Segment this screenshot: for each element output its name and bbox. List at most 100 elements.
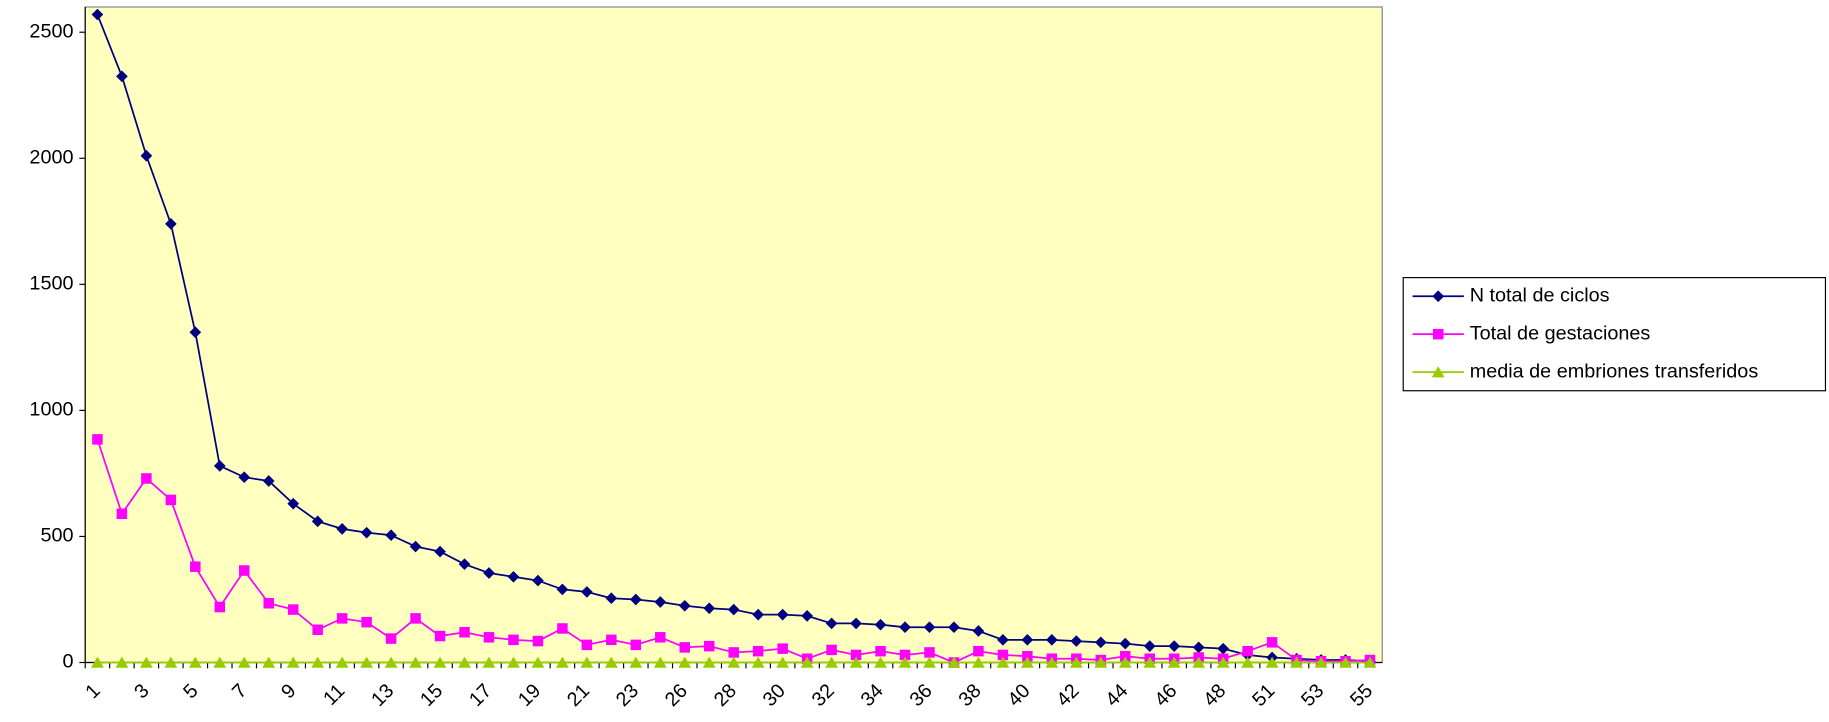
marker <box>1290 656 1303 668</box>
marker <box>531 656 545 668</box>
marker <box>433 656 447 668</box>
marker <box>924 647 935 658</box>
marker <box>1120 650 1131 662</box>
y-tick-label: 500 <box>40 525 73 547</box>
marker <box>1192 656 1206 668</box>
x-tick-label: 32 <box>808 680 839 711</box>
marker <box>605 592 618 605</box>
x-tick-label: 40 <box>1003 680 1034 711</box>
marker <box>360 656 374 668</box>
marker <box>679 642 691 653</box>
x-tick-label: 3 <box>130 680 153 703</box>
x-tick-label: 53 <box>1297 680 1328 711</box>
marker <box>777 643 788 654</box>
marker <box>702 656 716 668</box>
marker <box>752 645 764 657</box>
marker <box>678 656 692 668</box>
legend <box>1402 277 1827 392</box>
marker <box>213 656 227 668</box>
marker <box>801 610 813 622</box>
x-tick-label: 51 <box>1248 680 1279 711</box>
marker <box>947 656 961 668</box>
x-tick-label: 5 <box>179 680 202 703</box>
y-tick-label: 2000 <box>29 147 73 169</box>
marker <box>751 656 765 668</box>
x-tick-label: 19 <box>514 680 545 711</box>
marker <box>312 624 323 635</box>
marker <box>1241 656 1255 668</box>
x-tick-label: 17 <box>465 680 496 711</box>
marker <box>336 613 348 624</box>
marker <box>557 623 568 634</box>
y-tick-label: 2500 <box>29 20 73 42</box>
y-tick-label: 1500 <box>29 273 73 295</box>
marker <box>923 621 936 634</box>
marker <box>629 593 642 606</box>
marker <box>1265 656 1279 668</box>
x-tick-label: 48 <box>1199 680 1230 711</box>
marker <box>606 634 617 646</box>
marker <box>1363 656 1377 668</box>
marker <box>874 618 887 631</box>
marker <box>1094 636 1107 649</box>
marker <box>1045 656 1059 668</box>
marker <box>678 599 691 612</box>
marker <box>727 603 740 616</box>
marker <box>141 473 152 484</box>
marker <box>214 601 226 613</box>
x-tick-label: 26 <box>661 680 692 711</box>
marker <box>850 617 862 630</box>
x-tick-label: 13 <box>367 680 398 711</box>
marker <box>1314 656 1328 668</box>
marker <box>237 656 251 668</box>
marker <box>336 523 348 535</box>
marker <box>188 656 202 668</box>
marker <box>972 656 985 668</box>
marker <box>384 656 398 668</box>
marker <box>1069 656 1083 668</box>
y-tick-label: 1000 <box>29 399 73 421</box>
x-tick-label: 44 <box>1101 680 1132 711</box>
marker <box>630 639 642 651</box>
marker <box>139 656 153 668</box>
x-tick-label: 36 <box>906 680 937 711</box>
marker <box>361 616 372 628</box>
marker <box>92 434 103 445</box>
marker <box>898 656 912 668</box>
marker <box>483 632 495 643</box>
x-tick-label: 34 <box>857 680 888 711</box>
marker <box>899 621 911 634</box>
marker <box>1339 656 1352 668</box>
marker <box>190 561 201 572</box>
marker <box>385 633 397 644</box>
marker <box>434 630 446 642</box>
marker <box>654 596 667 608</box>
x-tick-label: 38 <box>955 680 986 711</box>
marker <box>703 602 716 615</box>
marker <box>752 608 765 621</box>
marker <box>826 644 837 656</box>
x-tick-label: 23 <box>612 680 643 711</box>
marker <box>508 634 519 646</box>
x-tick-label: 9 <box>277 680 300 703</box>
marker <box>165 217 177 230</box>
marker <box>1216 656 1230 668</box>
marker <box>483 567 495 579</box>
marker <box>973 645 984 657</box>
marker <box>728 647 739 658</box>
marker <box>580 656 594 668</box>
marker <box>972 625 985 637</box>
marker <box>581 639 593 651</box>
marker <box>335 656 349 668</box>
plot-area <box>84 6 1383 664</box>
marker <box>1118 656 1132 668</box>
marker <box>825 656 839 668</box>
marker <box>629 656 643 668</box>
marker <box>410 613 421 624</box>
marker <box>1242 645 1253 657</box>
marker <box>239 565 250 576</box>
marker <box>849 656 863 668</box>
marker <box>875 645 886 657</box>
marker <box>1168 640 1181 652</box>
x-tick-label: 42 <box>1052 680 1083 711</box>
